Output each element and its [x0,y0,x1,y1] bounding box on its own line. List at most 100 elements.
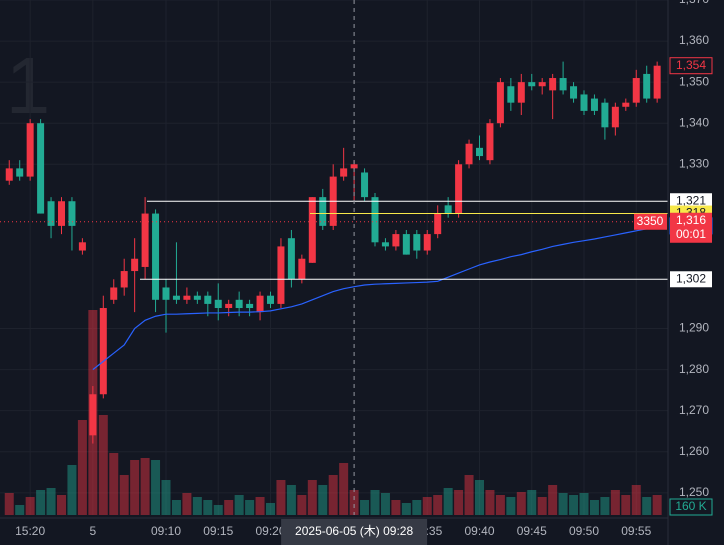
candle-body [559,78,567,91]
volume-bar [276,480,286,515]
y-tick-label: 1,350 [679,74,709,88]
volume-bar [443,488,453,515]
interval-watermark: 1 [6,41,51,130]
last-price-label: 1,316 [676,213,706,227]
marker-label: 3350 [637,214,664,228]
candle-body [402,234,410,255]
volume-bar [506,497,516,515]
y-tick-label: 1,260 [679,444,709,458]
volume-bar [516,492,526,515]
candle-body [214,299,222,309]
x-tick-label: 15:20 [15,524,45,538]
candle-body [496,82,504,124]
volume-bar [57,495,66,515]
volume-bar [318,485,328,515]
x-tick-label: 5 [90,524,97,538]
candle-body [580,94,588,111]
candle-body [26,123,34,177]
volume-bar [652,495,662,515]
volume-bar [579,493,589,515]
volume-bar [464,475,474,515]
candle-body [287,238,295,280]
candle-body [590,98,598,111]
x-tick-label: 09:10 [151,524,181,538]
candle-body [120,271,128,288]
x-tick-label: 09:40 [464,524,494,538]
volume-label: 160 K [675,499,706,513]
candle-body [183,295,191,300]
candle-body [622,102,630,107]
candle-body [152,213,160,300]
volume-bar [245,500,255,515]
x-tick-label: 09:55 [621,524,651,538]
candle-body [570,86,578,99]
candle-body [58,201,65,226]
candle-body [308,197,316,263]
candle-body [110,287,118,300]
candle-body [392,234,400,247]
countdown-label: 00:01 [676,227,706,241]
candle-body [246,303,254,309]
candle-body [256,295,264,313]
y-tick-label: 1,280 [679,362,709,376]
price-label: 1,321 [676,193,706,207]
last-price-bg [670,212,712,243]
candle-body [632,78,640,103]
candle-body [47,201,55,226]
candle-body [350,164,358,169]
volume-bar [401,503,411,515]
price-label-bg [669,57,713,75]
price-label-bg [670,271,712,288]
price-label: 1,302 [676,271,706,285]
volume-bar [98,415,108,515]
volume-bar [422,497,432,515]
x-tick-label: 09:15 [203,524,233,538]
volume-bar [109,453,119,515]
crosshair-label: 2025-06-05 (木) 09:28 [295,524,413,538]
volume-bar [360,500,370,515]
volume-bar [36,490,46,515]
volume-bar [234,495,244,515]
candle-body [476,147,483,157]
volume-bar [339,463,349,515]
volume-bar [192,497,202,515]
volume-bar [25,497,35,515]
volume-bar [380,493,390,515]
candle-body [455,164,463,214]
volume-label-bg [669,498,713,516]
y-tick-label: 1,290 [679,321,709,335]
volume-bar [255,497,265,515]
price-label: 1,354 [676,58,706,72]
volume-bar [46,488,56,515]
candle-body [204,295,212,304]
candle-body [517,82,525,103]
volume-bar [266,503,275,515]
volume-bar [485,490,495,515]
price-label-bg [670,193,712,210]
volume-bar [4,493,14,515]
candle-body [549,78,557,91]
volume-bar [412,500,422,515]
candle-body [141,213,149,267]
volume-bar [433,495,443,515]
volume-bar [610,490,620,515]
candle-body [193,295,201,300]
volume-bar [558,493,568,515]
volume-bar [495,495,505,515]
candle-body [267,295,274,304]
volume-bar [527,490,537,515]
candle-body [277,246,285,304]
candle-body [413,234,421,251]
candle-body [538,82,546,87]
volume-bar [537,497,547,515]
candle-body [68,201,76,226]
volume-bar [15,505,25,515]
y-tick-label: 1,250 [679,485,709,499]
volume-bar [182,493,192,515]
y-tick-label: 1,330 [679,156,709,170]
volume-bar [328,475,338,515]
volume-bar [297,495,307,515]
candle-body [528,82,536,87]
